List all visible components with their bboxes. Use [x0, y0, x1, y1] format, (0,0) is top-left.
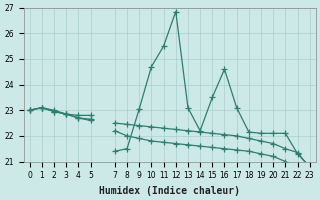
X-axis label: Humidex (Indice chaleur): Humidex (Indice chaleur): [99, 186, 240, 196]
